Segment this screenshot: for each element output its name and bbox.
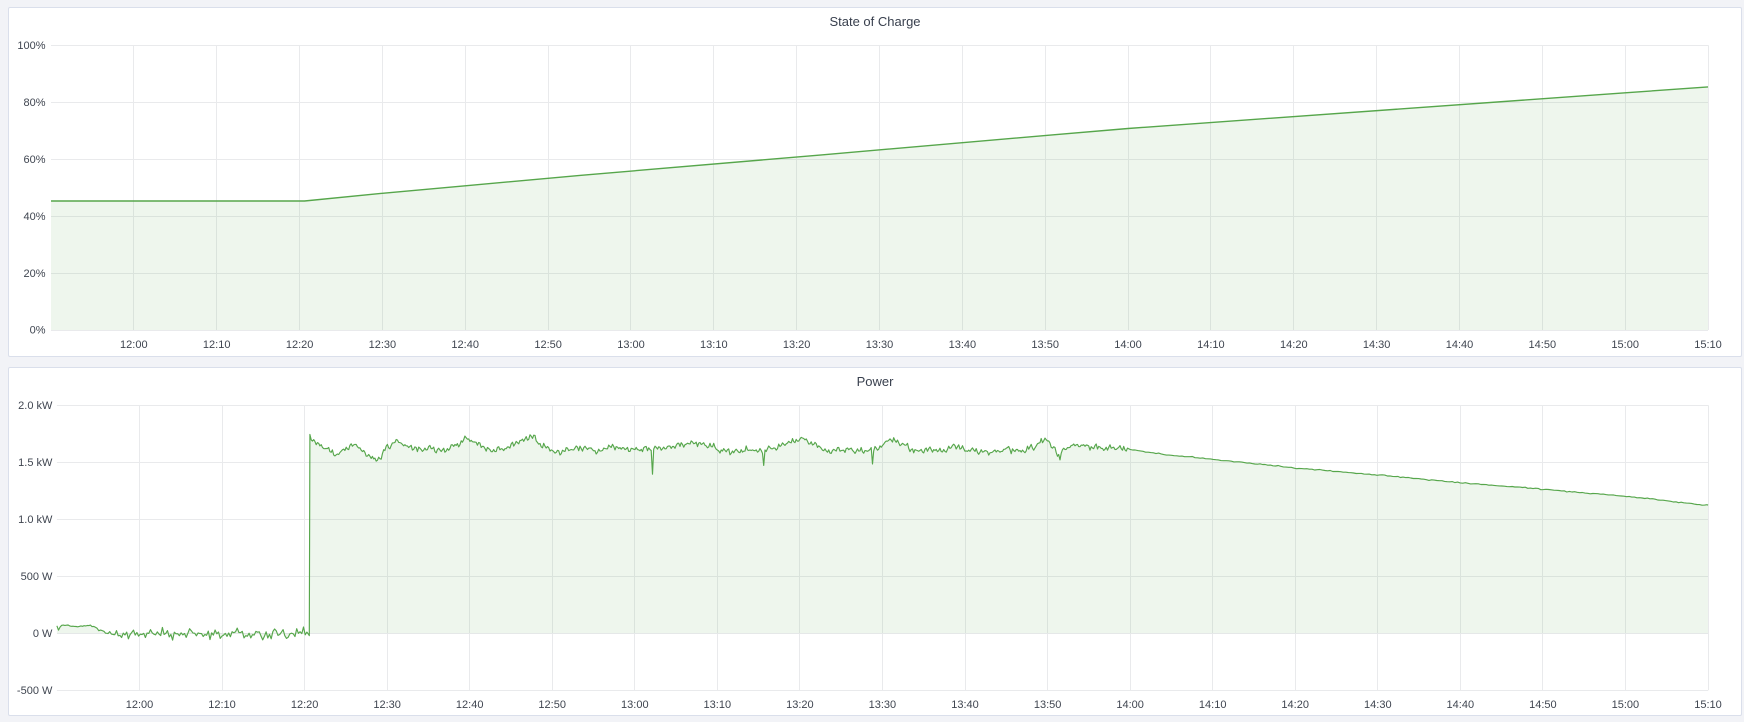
svg-text:14:00: 14:00 xyxy=(1114,339,1142,351)
svg-text:14:40: 14:40 xyxy=(1447,699,1475,711)
svg-text:80%: 80% xyxy=(23,97,45,109)
svg-text:-500 W: -500 W xyxy=(17,685,53,697)
svg-text:12:20: 12:20 xyxy=(286,339,314,351)
svg-text:13:30: 13:30 xyxy=(869,699,897,711)
svg-text:0 W: 0 W xyxy=(33,628,53,640)
svg-text:12:40: 12:40 xyxy=(451,339,479,351)
svg-text:100%: 100% xyxy=(17,40,45,52)
svg-text:13:10: 13:10 xyxy=(704,699,732,711)
svg-text:40%: 40% xyxy=(23,211,45,223)
svg-text:12:50: 12:50 xyxy=(538,699,566,711)
svg-text:14:30: 14:30 xyxy=(1364,699,1392,711)
svg-text:14:30: 14:30 xyxy=(1363,339,1391,351)
svg-text:13:00: 13:00 xyxy=(621,699,649,711)
svg-text:14:20: 14:20 xyxy=(1280,339,1308,351)
svg-text:0%: 0% xyxy=(30,325,46,337)
svg-text:13:00: 13:00 xyxy=(617,339,645,351)
svg-text:1.0 kW: 1.0 kW xyxy=(18,514,53,526)
svg-text:12:10: 12:10 xyxy=(203,339,231,351)
svg-text:14:50: 14:50 xyxy=(1529,339,1557,351)
svg-text:15:10: 15:10 xyxy=(1694,699,1722,711)
svg-text:15:00: 15:00 xyxy=(1612,699,1640,711)
svg-text:13:50: 13:50 xyxy=(1034,699,1062,711)
svg-text:12:10: 12:10 xyxy=(208,699,236,711)
svg-text:14:20: 14:20 xyxy=(1281,699,1309,711)
svg-text:1.5 kW: 1.5 kW xyxy=(18,457,53,469)
svg-text:12:50: 12:50 xyxy=(534,339,562,351)
svg-text:20%: 20% xyxy=(23,268,45,280)
svg-text:2.0 kW: 2.0 kW xyxy=(18,400,53,412)
svg-text:12:20: 12:20 xyxy=(291,699,319,711)
svg-text:12:00: 12:00 xyxy=(126,699,154,711)
svg-text:12:00: 12:00 xyxy=(120,339,148,351)
svg-text:13:40: 13:40 xyxy=(951,699,979,711)
svg-text:12:30: 12:30 xyxy=(369,339,397,351)
svg-text:14:50: 14:50 xyxy=(1529,699,1557,711)
svg-text:15:10: 15:10 xyxy=(1694,339,1722,351)
svg-text:14:00: 14:00 xyxy=(1116,699,1144,711)
svg-text:13:50: 13:50 xyxy=(1031,339,1059,351)
svg-text:12:40: 12:40 xyxy=(456,699,484,711)
svg-text:15:00: 15:00 xyxy=(1611,339,1639,351)
svg-text:13:20: 13:20 xyxy=(783,339,811,351)
svg-text:14:10: 14:10 xyxy=(1197,339,1225,351)
svg-text:12:30: 12:30 xyxy=(373,699,401,711)
svg-text:60%: 60% xyxy=(23,154,45,166)
svg-text:13:30: 13:30 xyxy=(866,339,894,351)
svg-text:13:20: 13:20 xyxy=(786,699,814,711)
svg-text:500 W: 500 W xyxy=(21,571,53,583)
svg-text:13:10: 13:10 xyxy=(700,339,728,351)
svg-text:13:40: 13:40 xyxy=(949,339,977,351)
svg-text:14:40: 14:40 xyxy=(1446,339,1474,351)
svg-text:14:10: 14:10 xyxy=(1199,699,1227,711)
